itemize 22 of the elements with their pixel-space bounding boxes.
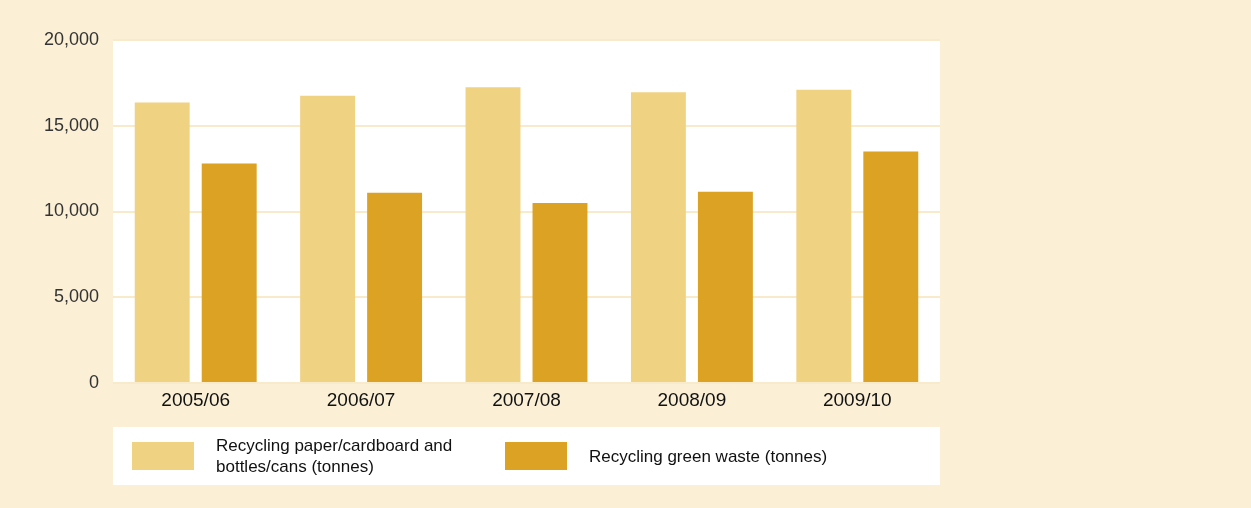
x-tick-label: 2007/08 [492,388,561,410]
y-tick-label: 20,000 [43,28,99,49]
x-tick-label: 2005/06 [161,388,231,410]
bar [697,191,753,382]
bar [367,192,423,382]
bar [863,151,919,382]
bar [300,95,356,382]
y-tick-label: 10,000 [43,200,99,221]
y-tick-label: 15,000 [43,114,99,135]
legend-label: Recycling green waste (tonnes) [589,445,828,467]
bar [134,102,190,382]
legend-label: Recycling paper/cardboard and bottles/cans (tonnes) [216,435,454,477]
bar [532,202,588,382]
y-tick-label: 0 [88,371,99,392]
bar [796,89,852,382]
x-tick-label: 2006/07 [326,388,396,410]
bar [465,87,521,382]
bar [201,163,257,382]
x-tick-label: 2008/09 [657,388,727,410]
y-tick-label: 5,000 [53,286,99,307]
x-tick-label: 2009/10 [822,388,892,410]
bar [630,92,686,382]
